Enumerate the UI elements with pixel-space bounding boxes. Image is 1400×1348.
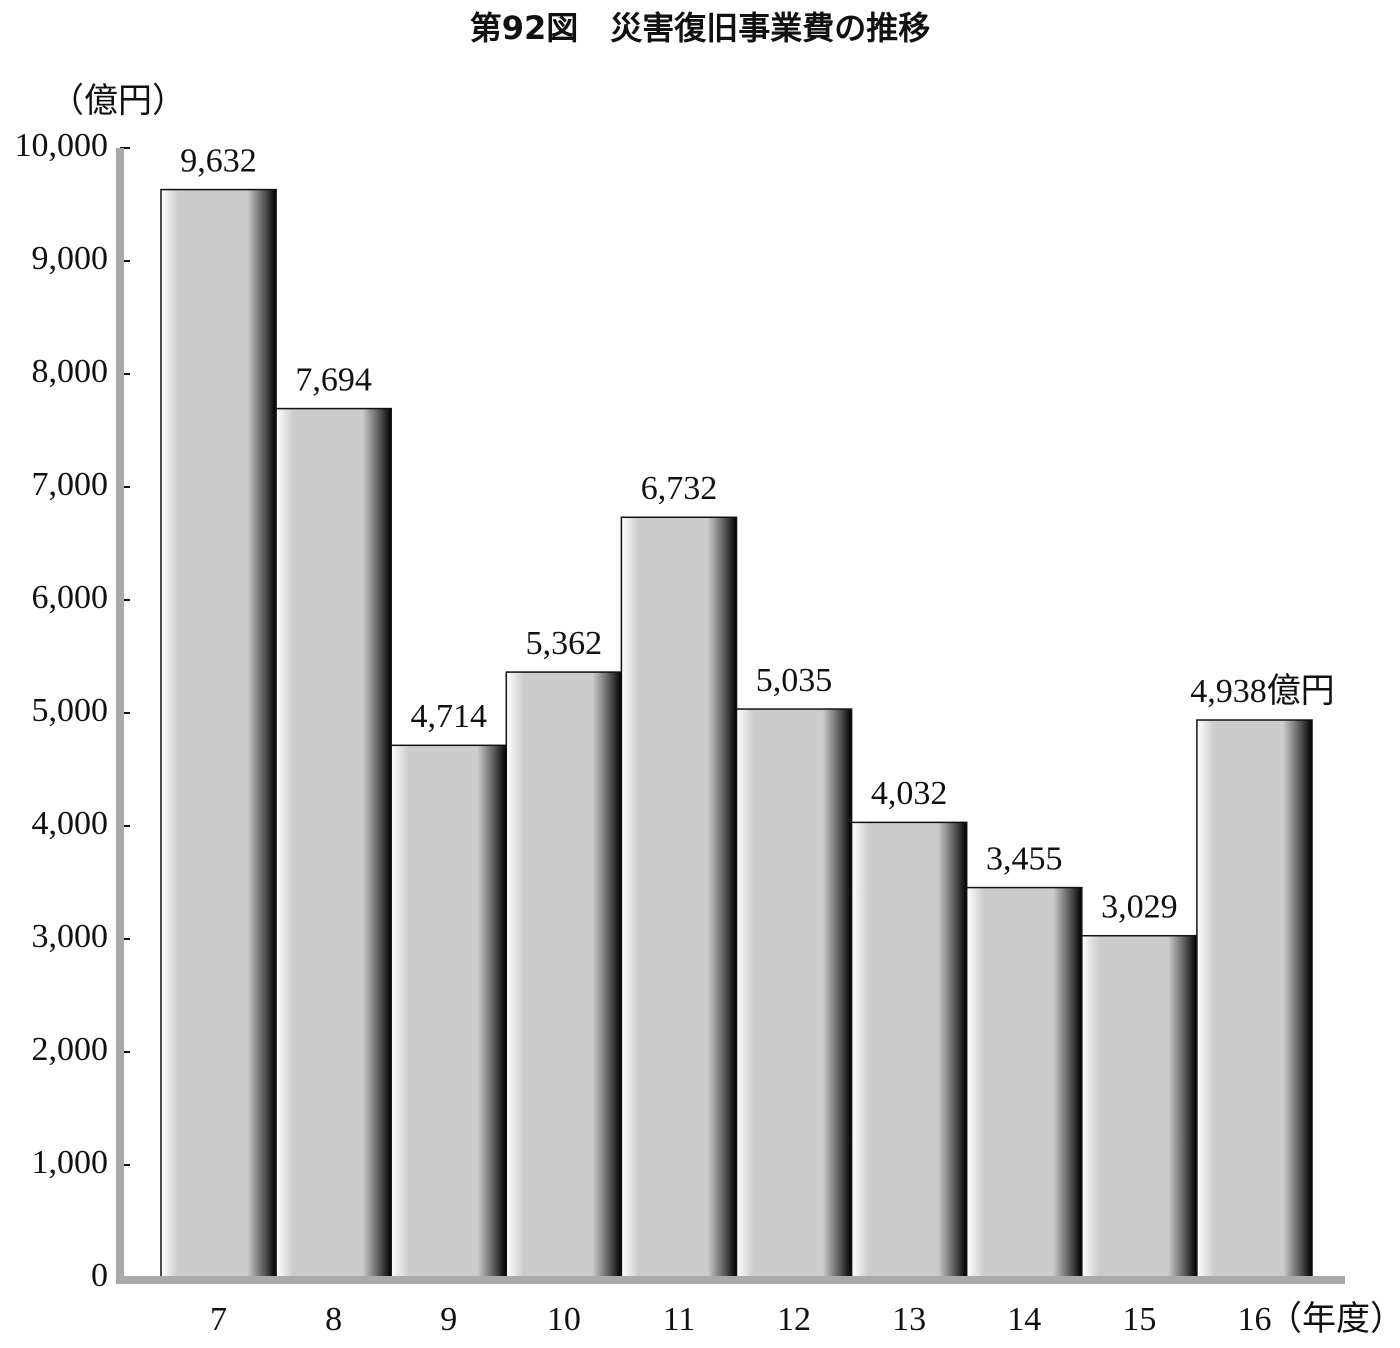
y-tick-label: 4,000 xyxy=(32,805,109,842)
value-label: 3,455 xyxy=(986,840,1063,877)
y-tick-label: 8,000 xyxy=(32,353,109,390)
x-tick-label: 15 xyxy=(1122,1301,1156,1338)
bar xyxy=(275,407,392,1279)
y-tick-label: 9,000 xyxy=(32,240,109,277)
x-tick-label: 11 xyxy=(663,1301,696,1338)
chart-title: 第92図 災害復旧事業費の推移 xyxy=(470,9,931,47)
x-tick-label: 9 xyxy=(440,1301,457,1338)
y-tick-label: 3,000 xyxy=(32,918,109,955)
x-tick-label: 7 xyxy=(210,1301,227,1338)
value-label: 6,732 xyxy=(641,470,718,507)
x-tick-label: 14 xyxy=(1007,1301,1041,1338)
value-label: 4,714 xyxy=(411,698,488,735)
y-tick-label: 1,000 xyxy=(32,1144,109,1181)
value-label: 5,362 xyxy=(526,625,603,662)
x-tick-label: 10 xyxy=(547,1301,581,1338)
y-tick-label: 0 xyxy=(91,1257,108,1294)
value-label: 3,029 xyxy=(1101,889,1178,926)
y-tick-label: 2,000 xyxy=(32,1031,109,1068)
bar xyxy=(390,744,508,1279)
x-tick-label: 12 xyxy=(777,1301,811,1338)
y-tick-label: 5,000 xyxy=(32,692,109,729)
y-tick-label: 10,000 xyxy=(15,127,109,164)
bar xyxy=(505,671,623,1279)
bar xyxy=(160,188,277,1279)
bar xyxy=(965,886,1083,1279)
bar xyxy=(850,821,968,1279)
bar xyxy=(1081,934,1198,1279)
bar xyxy=(735,708,853,1279)
y-axis-label: （億円） xyxy=(50,82,186,120)
bar xyxy=(1196,719,1313,1279)
value-label: 7,694 xyxy=(295,361,372,398)
value-label: 4,032 xyxy=(871,775,948,812)
value-label: 5,035 xyxy=(756,662,833,699)
y-tick-label: 6,000 xyxy=(32,579,109,616)
x-tick-label: 16 xyxy=(1237,1301,1271,1338)
x-axis-label: （年度） xyxy=(1268,1300,1400,1338)
x-tick-label: 8 xyxy=(325,1301,342,1338)
x-tick-label: 13 xyxy=(892,1301,926,1338)
value-label: 4,938億円 xyxy=(1190,672,1335,710)
bar xyxy=(620,516,738,1279)
value-label: 9,632 xyxy=(180,142,257,179)
y-tick-label: 7,000 xyxy=(32,466,109,503)
